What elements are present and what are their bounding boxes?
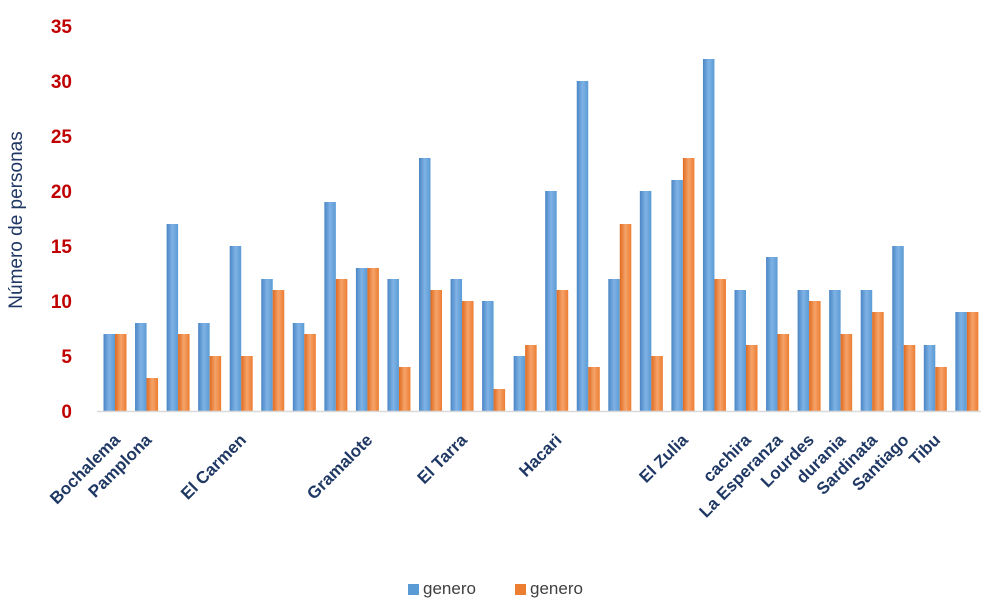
- bar-series-1: [955, 312, 967, 411]
- bar-series-2: [525, 345, 537, 411]
- bar-series-1: [513, 356, 526, 411]
- x-tick-label: Tibu: [906, 430, 945, 469]
- x-tick-label: El Zulia: [636, 430, 693, 487]
- bars: [103, 59, 979, 411]
- bar-series-2: [651, 356, 663, 411]
- bar-series-2: [777, 334, 790, 411]
- bar-series-2: [903, 345, 916, 411]
- bar-series-1: [576, 81, 589, 411]
- bar-series-1: [229, 246, 242, 411]
- bar-series-2: [367, 268, 379, 411]
- y-tick-label: 30: [51, 72, 72, 93]
- bar-series-2: [809, 301, 821, 411]
- bar-series-1: [135, 323, 147, 411]
- bar-series-1: [671, 180, 683, 411]
- bar-series-2: [398, 367, 411, 411]
- bar-series-1: [829, 290, 841, 411]
- bar-series-2: [304, 334, 316, 411]
- bar-series-1: [766, 257, 778, 411]
- bar-series-2: [430, 290, 442, 411]
- bar-series-2: [619, 224, 632, 411]
- y-axis-label: Número de personas: [6, 131, 27, 308]
- x-tick-label: El Tarra: [414, 430, 472, 488]
- bar-series-1: [387, 279, 399, 411]
- y-tick-label: 5: [61, 347, 72, 368]
- bar-series-1: [608, 279, 620, 411]
- bar-series-2: [588, 367, 600, 411]
- y-tick-label: 35: [51, 17, 73, 38]
- bar-series-2: [872, 312, 884, 411]
- bar-series-1: [923, 345, 936, 411]
- bar-series-1: [734, 290, 746, 411]
- bar-series-1: [639, 191, 652, 411]
- bar-series-2: [272, 290, 285, 411]
- x-tick-label: Gramalote: [303, 430, 376, 503]
- bar-series-2: [746, 345, 758, 411]
- bar-series-1: [702, 59, 715, 411]
- bar-series-2: [115, 334, 127, 411]
- bar-series-2: [966, 312, 979, 411]
- bar-series-2: [178, 334, 190, 411]
- y-tick-label: 0: [61, 402, 72, 423]
- bar-series-2: [209, 356, 222, 411]
- bar-series-2: [935, 367, 947, 411]
- legend-swatch: [515, 584, 526, 595]
- bar-series-1: [482, 301, 494, 411]
- bar-series-1: [450, 279, 463, 411]
- bar-series-2: [840, 334, 853, 411]
- x-tick-label: El Carmen: [177, 430, 250, 503]
- y-axis-ticks: 0 5 10 15 20 25 30 35: [51, 17, 73, 423]
- bar-series-1: [261, 279, 273, 411]
- bar-series-1: [860, 290, 873, 411]
- bar-series-1: [892, 246, 904, 411]
- bar-series-2: [682, 158, 695, 411]
- bar-series-1: [355, 268, 368, 411]
- bar-series-1: [545, 191, 557, 411]
- x-tick-label: Hacari: [515, 430, 565, 480]
- bar-series-2: [335, 279, 348, 411]
- legend: genero genero: [408, 579, 583, 598]
- bar-series-2: [462, 301, 474, 411]
- bar-series-1: [198, 323, 210, 411]
- bar-series-2: [493, 389, 506, 411]
- y-tick-label: 20: [51, 182, 72, 203]
- y-tick-label: 25: [51, 127, 73, 148]
- y-tick-label: 10: [51, 292, 72, 313]
- bar-series-2: [146, 378, 159, 411]
- bar-series-1: [797, 290, 810, 411]
- legend-label: genero: [530, 579, 583, 598]
- bar-series-2: [241, 356, 253, 411]
- bar-series-1: [419, 158, 431, 411]
- bar-series-1: [324, 202, 336, 411]
- bar-series-2: [714, 279, 726, 411]
- bar-series-1: [292, 323, 305, 411]
- y-tick-label: 15: [51, 237, 73, 258]
- bar-series-2: [556, 290, 569, 411]
- legend-swatch: [408, 584, 419, 595]
- bar-series-1: [166, 224, 179, 411]
- bar-series-1: [103, 334, 115, 411]
- legend-label: genero: [423, 579, 476, 598]
